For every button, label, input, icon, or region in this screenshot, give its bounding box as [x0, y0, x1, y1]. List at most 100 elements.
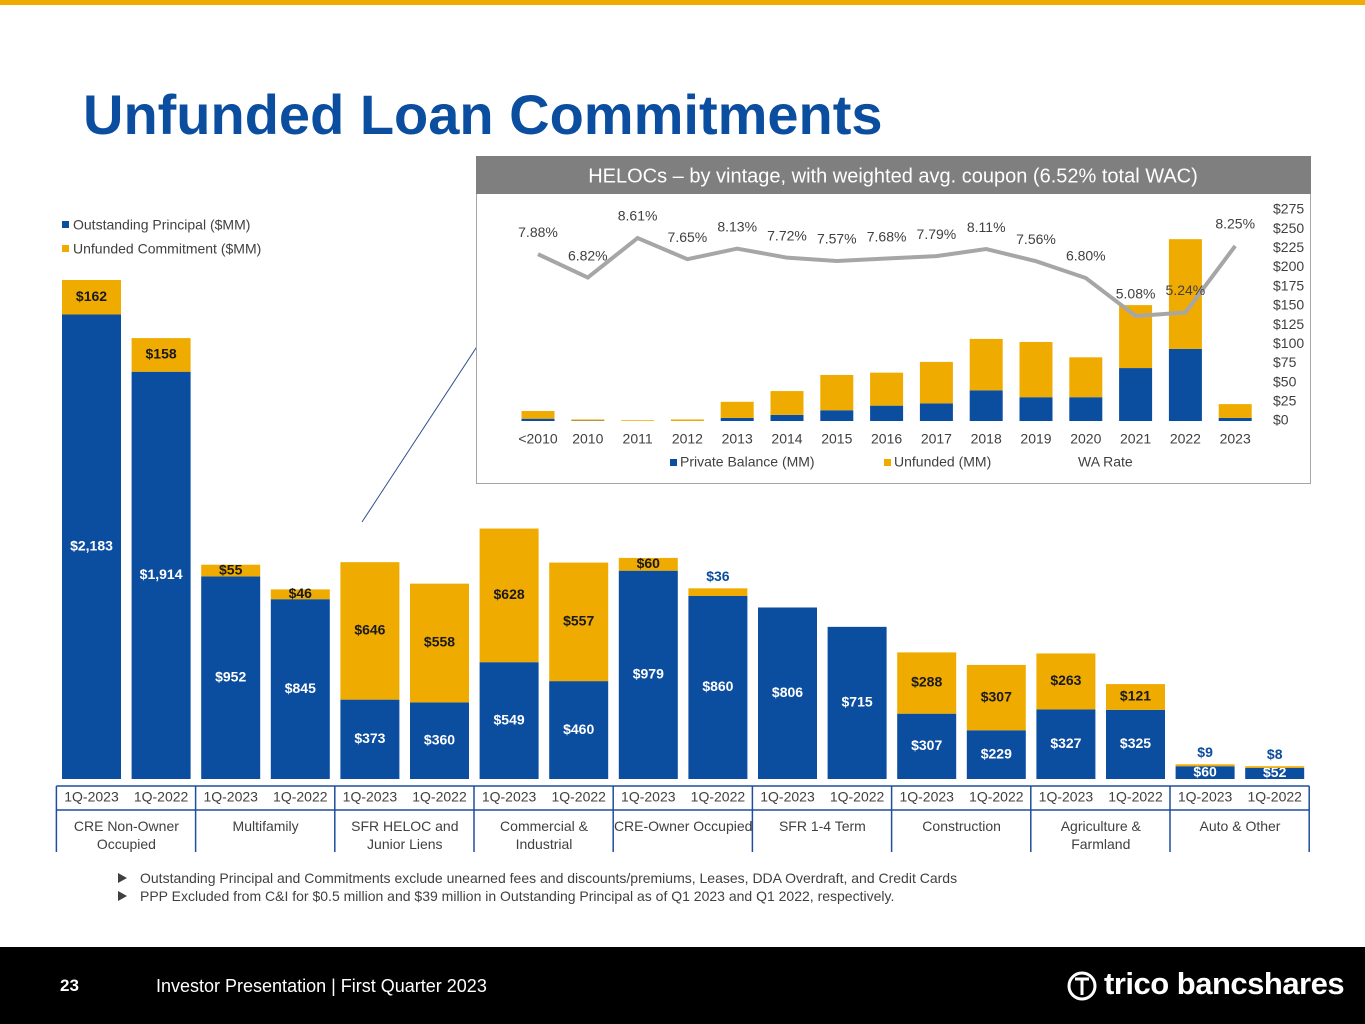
bar-segment: [621, 420, 655, 421]
bar-segment: [720, 401, 754, 418]
bar-segment: [966, 730, 1026, 779]
y-tick-label: $275: [1273, 201, 1304, 217]
footnote: PPP Excluded from C&I for $0.5 million a…: [140, 888, 895, 904]
footer-band: [0, 947, 1365, 1024]
x-tick-label: 1Q-2023: [1039, 789, 1094, 805]
legend-swatch: [670, 459, 677, 466]
bar-segment: [1036, 709, 1096, 779]
group-label: SFR HELOC and Junior Liens: [351, 818, 459, 852]
x-tick-label: 1Q-2023: [760, 789, 815, 805]
top-stripe: [0, 0, 1365, 5]
bar-segment: [1245, 766, 1305, 768]
bar-segment: [1069, 357, 1103, 398]
legend-label: Private Balance (MM): [680, 454, 815, 470]
data-label: $715: [842, 694, 873, 710]
bar-segment: [1218, 404, 1252, 418]
x-tick-label: 2015: [821, 431, 852, 447]
bar-segment: [1069, 397, 1103, 421]
bullet: [118, 873, 127, 883]
data-label: $845: [285, 680, 316, 696]
data-label: $979: [633, 666, 664, 682]
legend-label: Outstanding Principal ($MM): [73, 217, 250, 233]
data-label: $36: [706, 568, 730, 584]
data-label: $558: [424, 634, 455, 650]
bar-segment: [1019, 341, 1053, 398]
bar-segment: [827, 626, 887, 779]
legend-swatch: [62, 221, 69, 228]
bar-segment: [919, 361, 953, 404]
x-tick-label: 2014: [771, 431, 802, 447]
legend-swatch: [884, 459, 891, 466]
y-tick-label: $250: [1273, 220, 1304, 236]
data-label: $8: [1267, 746, 1283, 762]
bar-segment: [1175, 766, 1235, 779]
legend-label: Unfunded Commitment ($MM): [73, 241, 261, 257]
x-tick-label: 2019: [1020, 431, 1051, 447]
x-tick-label: 2023: [1220, 431, 1251, 447]
data-label: $162: [76, 288, 107, 304]
group-label: CRE Non-Owner Occupied: [73, 818, 179, 852]
legend-label: Unfunded (MM): [894, 454, 991, 470]
bar-segment: [201, 564, 261, 577]
x-tick-label: 1Q-2022: [273, 789, 328, 805]
data-label: 8.61%: [618, 208, 658, 224]
x-tick-label: 1Q-2023: [203, 789, 258, 805]
bar-segment: [270, 589, 330, 600]
data-label: 7.79%: [917, 226, 957, 242]
bar-segment: [618, 557, 678, 571]
x-tick-label: 2017: [921, 431, 952, 447]
bar-segment: [1245, 767, 1305, 779]
x-tick-label: <2010: [518, 431, 558, 447]
bar-segment: [1175, 764, 1235, 767]
x-tick-label: 1Q-2022: [1247, 789, 1302, 805]
bar-segment: [479, 662, 539, 779]
logo-text: trico bancshares: [1104, 966, 1345, 1001]
group-label: CRE-Owner Occupied: [613, 818, 753, 834]
inset-title: HELOCs – by vintage, with weighted avg. …: [588, 165, 1198, 187]
x-tick-label: 1Q-2022: [830, 789, 885, 805]
bar-segment: [549, 562, 609, 682]
bar-segment: [966, 664, 1026, 731]
logo-icon: [1067, 971, 1097, 1001]
bar-segment: [479, 528, 539, 663]
bar-segment: [201, 576, 261, 779]
data-label: 7.65%: [668, 229, 708, 245]
bar-segment: [1019, 397, 1053, 421]
y-tick-label: $25: [1273, 393, 1297, 409]
data-label: $229: [981, 745, 1012, 761]
bar-segment: [521, 418, 555, 421]
y-tick-label: $175: [1273, 277, 1304, 293]
data-label: $60: [637, 555, 661, 571]
bar-segment: [770, 414, 804, 421]
data-label: $2,183: [70, 537, 113, 553]
bar-segment: [870, 372, 904, 406]
bar-segment: [969, 390, 1003, 421]
data-label: $1,914: [140, 566, 183, 582]
y-tick-label: $75: [1273, 354, 1297, 370]
bar-segment: [688, 588, 748, 596]
bar-segment: [410, 702, 469, 779]
bar-segment: [758, 607, 817, 779]
y-tick-label: $50: [1273, 373, 1297, 389]
data-label: $860: [702, 678, 733, 694]
bar-segment: [820, 374, 854, 411]
x-tick-label: 1Q-2022: [134, 789, 189, 805]
bar-segment: [1106, 709, 1165, 779]
x-tick-label: 1Q-2022: [969, 789, 1024, 805]
data-label: 7.68%: [867, 228, 907, 244]
data-label: 8.11%: [967, 219, 1006, 235]
x-tick-label: 1Q-2023: [899, 789, 954, 805]
bar-segment: [1168, 348, 1202, 421]
bar-segment: [270, 599, 330, 779]
bar-segment: [969, 338, 1003, 391]
bar-segment: [919, 403, 953, 421]
data-label: $60: [1193, 763, 1217, 779]
bar-segment: [62, 280, 121, 315]
x-tick-label: 1Q-2023: [621, 789, 676, 805]
data-label: 6.80%: [1066, 248, 1106, 264]
x-tick-label: 2018: [971, 431, 1002, 447]
legend-swatch: [62, 245, 69, 252]
data-label: 7.88%: [518, 224, 558, 240]
bar-segment: [1119, 368, 1153, 421]
group-label: Construction: [922, 818, 1001, 834]
